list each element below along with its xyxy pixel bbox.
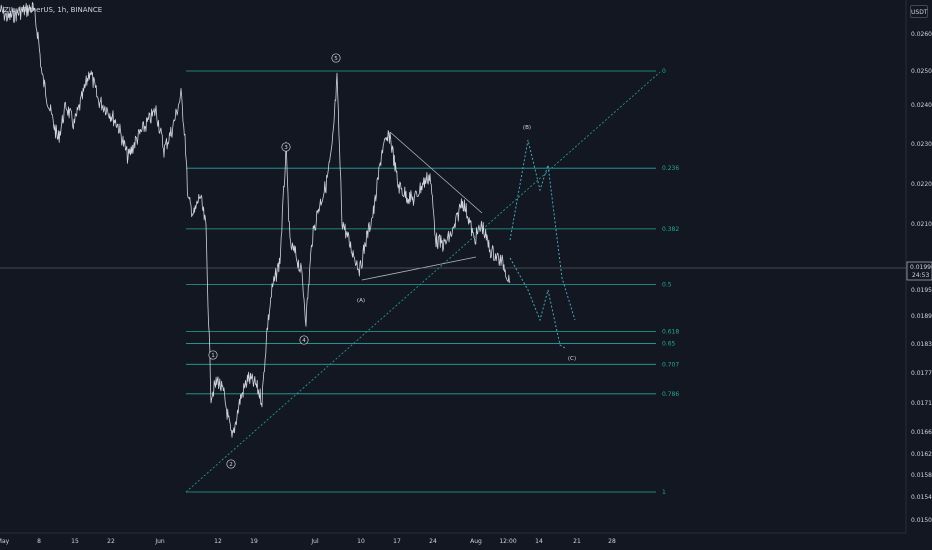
x-tick-label: 8 (37, 538, 41, 545)
x-tick-label: 10 (357, 538, 365, 545)
y-tick-label: 0.01500 (911, 517, 932, 524)
wave-label: (B) (523, 125, 531, 131)
wave-label-circle (208, 350, 218, 360)
wave-label: (C) (568, 356, 576, 362)
x-tick-label: 12:00 (499, 538, 516, 545)
fib-level-label: 0.707 (662, 361, 679, 368)
wave-label-circle (299, 335, 309, 345)
triangle-upper-line[interactable] (389, 131, 483, 214)
last-price-value: 0.01996 (910, 264, 932, 271)
triangle-lower-line[interactable] (361, 256, 477, 281)
wave-label: 5 (334, 56, 338, 62)
fib-level-label: 0.382 (662, 226, 679, 233)
x-tick-label: Jul (310, 538, 319, 545)
x-tick-label: 24 (429, 538, 437, 545)
fib-level-label: 0.786 (662, 391, 679, 398)
x-tick-label: 12 (214, 538, 222, 545)
fib-level-label: 1 (662, 489, 666, 496)
fib-level-label: 0.236 (662, 165, 679, 172)
projection-path-b[interactable] (509, 139, 576, 321)
fib-level-label: 0.5 (662, 282, 672, 289)
wave-label: 3 (284, 145, 288, 151)
projection-path-c[interactable] (509, 257, 566, 349)
currency-button[interactable]: USDT (910, 5, 928, 18)
symbol-title: ZIL / TetherUS, 1h, BINANCE (4, 6, 103, 14)
x-tick-label: 19 (250, 538, 258, 545)
drawings[interactable] (361, 131, 576, 349)
wave-label: 4 (302, 338, 306, 344)
last-price-countdown: 24:53 (912, 272, 929, 279)
wave-label-circle (226, 459, 236, 469)
wave-label: 2 (229, 462, 233, 468)
fib-level-label: 0.65 (662, 340, 676, 347)
wave-label-circle (331, 53, 341, 63)
wave-label: (A) (357, 298, 365, 304)
x-tick-label: Jun (154, 538, 165, 545)
fib-trend-line (185, 71, 661, 493)
fib-level-label: 0.618 (662, 329, 679, 336)
x-tick-label: May (0, 538, 10, 545)
x-tick-label: Aug (470, 538, 482, 545)
x-tick-label: 15 (71, 538, 79, 545)
wave-labels: 1 2 3 4 5 (A) (B) (C) (208, 53, 576, 469)
x-tick-label: 14 (535, 538, 543, 545)
wave-label-circle (281, 142, 291, 152)
x-tick-label: 21 (573, 538, 581, 545)
x-tick-label: 28 (608, 538, 616, 545)
fib-level-label: 0 (662, 68, 666, 75)
fib-retracement[interactable]: 0 0.236 0.382 0.5 0.618 0.65 0.707 0.786 1 (185, 68, 679, 496)
x-tick-label: 22 (107, 538, 115, 545)
x-tick-label: 17 (393, 538, 401, 545)
price-series (0, 2, 511, 438)
last-price-badge (906, 261, 932, 281)
price-line (0, 2, 511, 438)
wave-label: 1 (211, 353, 215, 359)
